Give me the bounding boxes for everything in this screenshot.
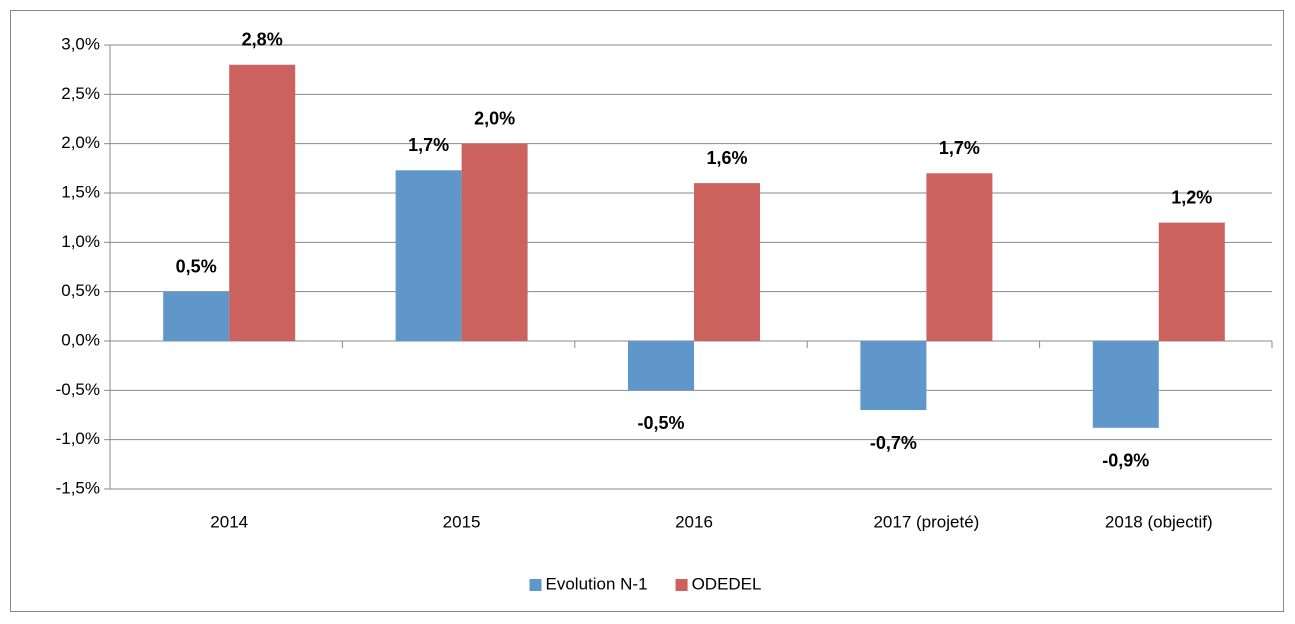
y-tick-label: -0,5% (56, 380, 100, 399)
y-tick-label: 1,0% (61, 232, 100, 251)
bar (1092, 341, 1159, 428)
y-tick-label: 3,0% (61, 34, 100, 53)
legend-swatch (675, 579, 688, 591)
x-tick-label: 2014 (210, 512, 248, 531)
bar (395, 170, 462, 341)
bar (628, 341, 694, 391)
data-label: -0,5% (637, 413, 684, 433)
y-tick-label: 1,5% (61, 182, 100, 201)
y-tick-label: 2,5% (61, 84, 100, 103)
data-label: 2,8% (242, 29, 283, 49)
data-label: 0,5% (176, 256, 217, 276)
data-label: 1,6% (706, 148, 747, 168)
y-tick-label: 0,0% (61, 330, 100, 349)
x-tick-label: 2017 (projeté) (873, 512, 979, 531)
bar (694, 183, 760, 341)
bar (1158, 222, 1225, 341)
data-label: -0,9% (1102, 451, 1149, 471)
data-label: 1,2% (1171, 187, 1212, 207)
data-label: 2,0% (474, 108, 515, 128)
legend-label: ODEDEL (692, 574, 762, 593)
data-label: 1,7% (939, 138, 980, 158)
y-tick-label: -1,0% (56, 429, 100, 448)
x-tick-label: 2018 (objectif) (1105, 512, 1213, 531)
y-tick-label: 0,5% (61, 281, 100, 300)
data-label: 1,7% (408, 135, 449, 155)
legend-label: Evolution N-1 (546, 574, 648, 593)
bar (860, 341, 927, 411)
legend-swatch (529, 579, 542, 591)
bar (163, 291, 230, 341)
data-label: -0,7% (870, 433, 917, 453)
y-tick-label: -1,5% (56, 478, 100, 497)
bar (926, 173, 993, 341)
y-tick-label: 2,0% (61, 133, 100, 152)
x-tick-label: 2016 (675, 512, 713, 531)
bar (229, 64, 296, 341)
bar (461, 143, 528, 341)
x-tick-label: 2015 (443, 512, 481, 531)
